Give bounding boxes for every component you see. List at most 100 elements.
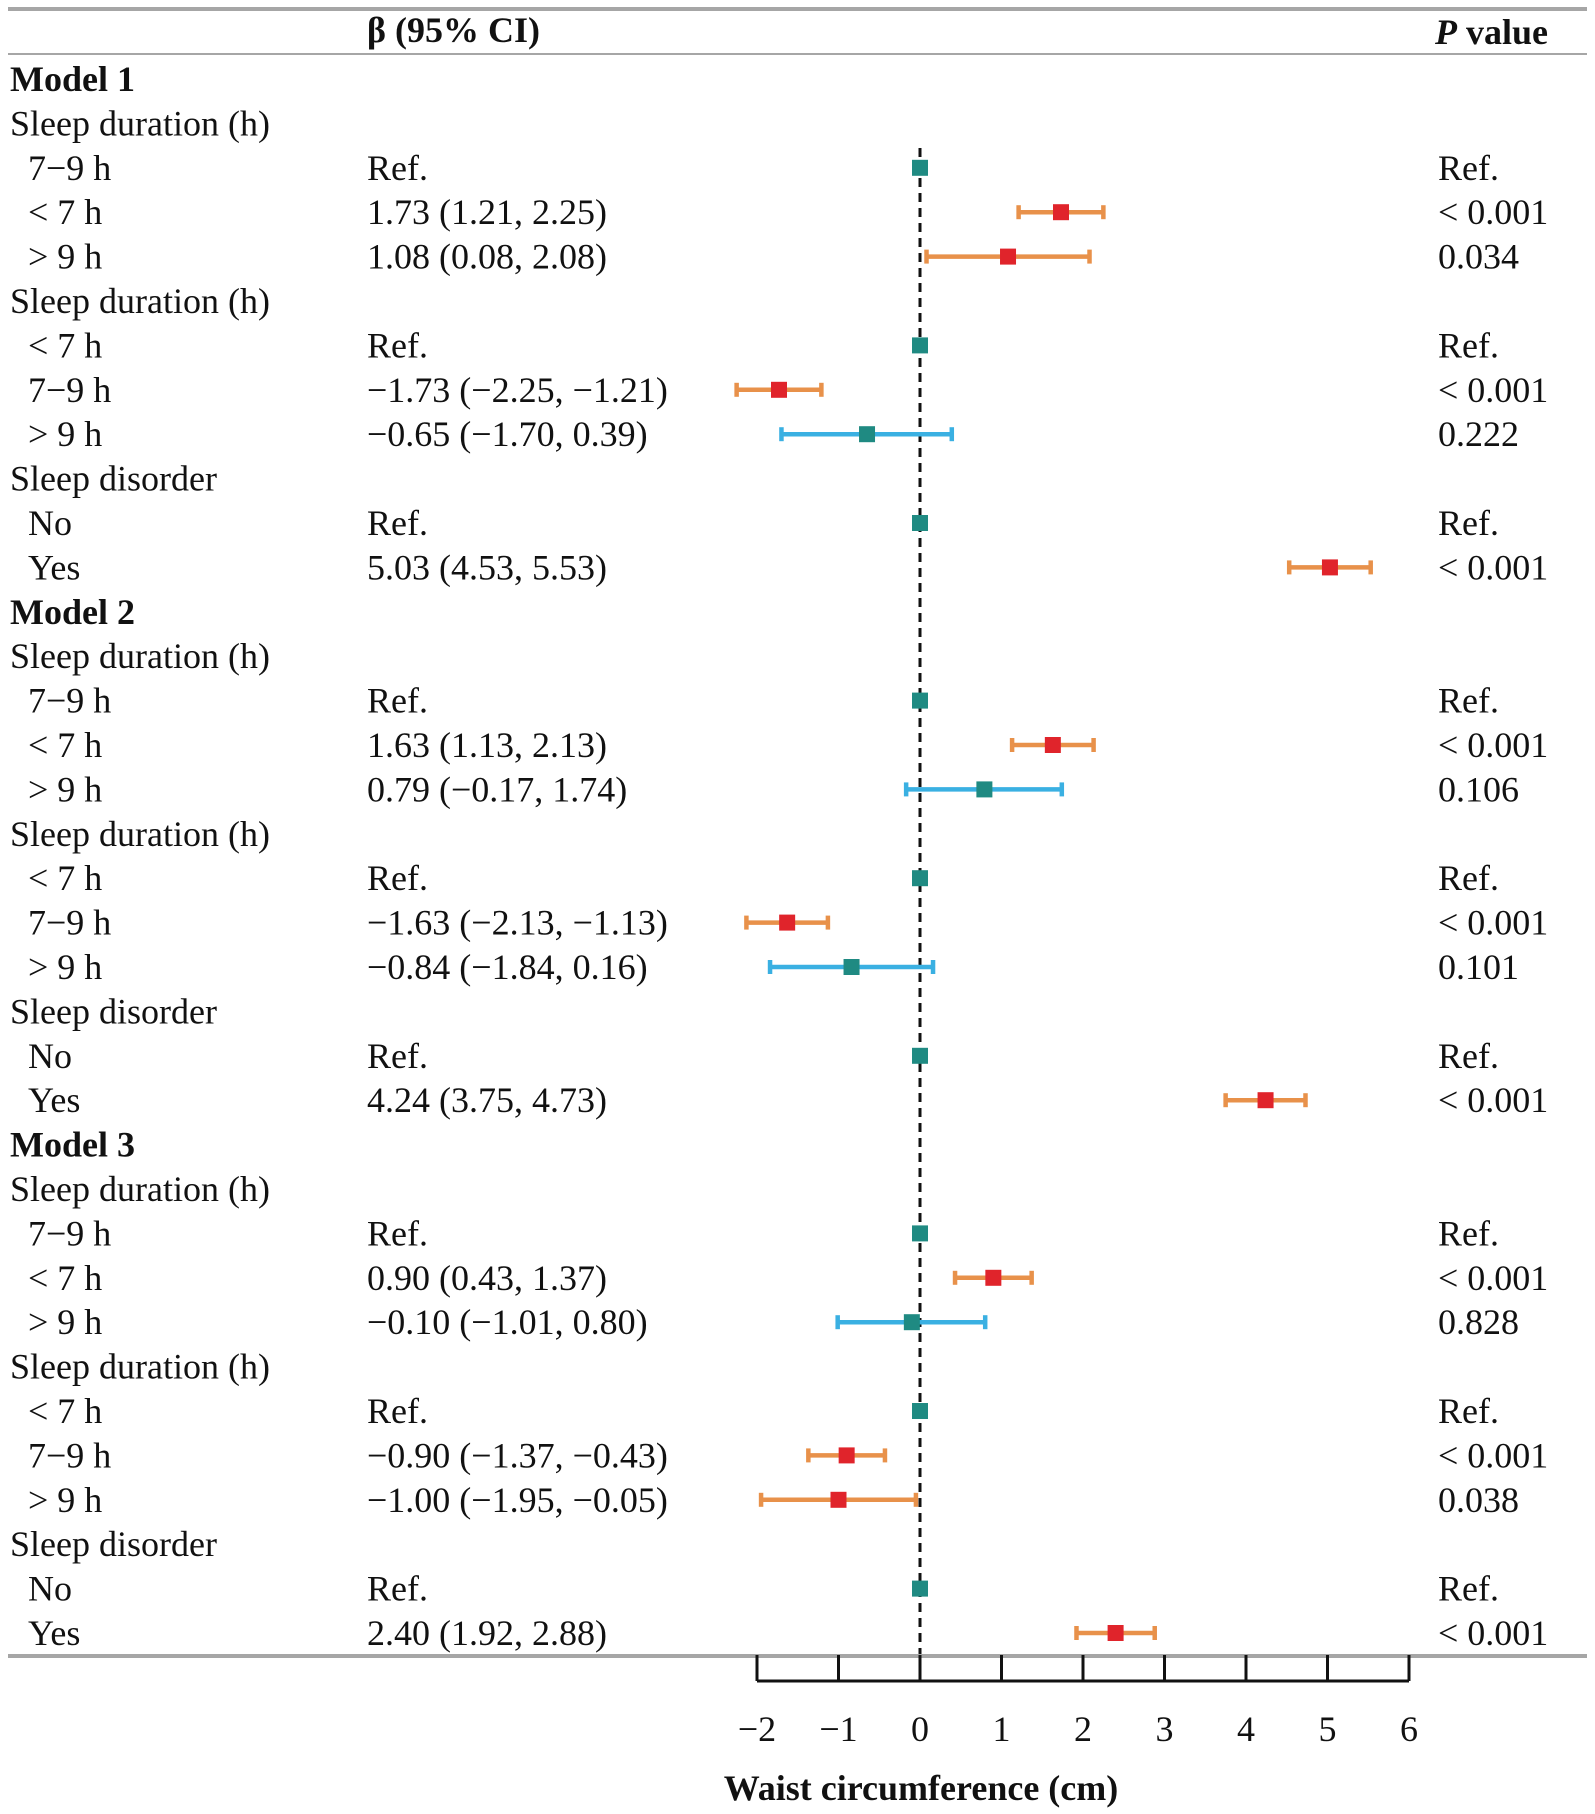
group-label: Sleep disorder — [10, 991, 217, 1031]
model-heading: Model 1 — [10, 59, 135, 99]
estimate-ci-text: Ref. — [367, 325, 428, 365]
row-label: < 7 h — [28, 192, 102, 232]
estimate-ci-text: 5.03 (4.53, 5.53) — [367, 547, 607, 587]
p-value-column-header: P value — [1434, 12, 1548, 52]
row-label: > 9 h — [28, 947, 102, 987]
p-value-text: 0.222 — [1438, 414, 1519, 454]
p-value-text: Ref. — [1438, 681, 1499, 721]
point-estimate — [912, 515, 928, 531]
group-label: Sleep duration (h) — [10, 103, 270, 143]
estimate-ci-text: Ref. — [367, 503, 428, 543]
point-estimate — [1052, 204, 1069, 221]
row-label: No — [28, 1569, 72, 1609]
estimate-ci-text: −1.00 (−1.95, −0.05) — [367, 1480, 668, 1520]
p-value-text: < 0.001 — [1438, 1258, 1548, 1298]
x-tick-label: 3 — [1156, 1709, 1174, 1749]
p-value-text: 0.106 — [1438, 769, 1519, 809]
row-label: 7−9 h — [28, 903, 111, 943]
group-label: Sleep duration (h) — [10, 1169, 270, 1209]
p-value-text: < 0.001 — [1438, 903, 1548, 943]
row-label: 7−9 h — [28, 1213, 111, 1253]
group-label: Sleep duration (h) — [10, 1347, 270, 1387]
p-value-text: < 0.001 — [1438, 1613, 1548, 1653]
plot-marks — [734, 148, 1373, 1654]
point-estimate — [1044, 737, 1061, 753]
row-label: < 7 h — [28, 725, 102, 765]
p-value-text: Ref. — [1438, 1391, 1499, 1431]
estimate-ci-text: Ref. — [367, 1036, 428, 1076]
row-label: > 9 h — [28, 237, 102, 277]
p-value-text: Ref. — [1438, 148, 1499, 188]
estimate-ci-text: Ref. — [367, 858, 428, 898]
model-heading: Model 2 — [10, 592, 135, 632]
estimate-ci-text: Ref. — [367, 1569, 428, 1609]
x-axis-title: Waist circumference (cm) — [724, 1768, 1119, 1808]
p-value-text: 0.038 — [1438, 1480, 1519, 1520]
row-label: > 9 h — [28, 769, 102, 809]
point-estimate — [1321, 559, 1338, 576]
estimate-ci-text: −0.84 (−1.84, 0.16) — [367, 947, 648, 987]
p-value-text: < 0.001 — [1438, 192, 1548, 232]
point-estimate — [912, 337, 928, 354]
row-label: > 9 h — [28, 414, 102, 454]
x-tick-label: 1 — [993, 1709, 1011, 1749]
p-value-text: < 0.001 — [1438, 725, 1548, 765]
point-estimate — [912, 870, 928, 887]
estimate-ci-text: 2.40 (1.92, 2.88) — [367, 1613, 607, 1653]
row-label: < 7 h — [28, 325, 102, 365]
point-estimate — [830, 1491, 847, 1508]
p-value-text: Ref. — [1438, 858, 1499, 898]
point-estimate — [903, 1314, 920, 1331]
row-label: < 7 h — [28, 1258, 102, 1298]
row-label: < 7 h — [28, 1391, 102, 1431]
row-label: Yes — [28, 1613, 80, 1653]
point-estimate — [912, 1047, 928, 1064]
point-estimate — [771, 381, 788, 398]
x-axis: −2 −1 0 1 2 3 4 5 6 — [738, 1655, 1418, 1749]
row-label: 7−9 h — [28, 681, 111, 721]
point-estimate — [859, 426, 876, 443]
point-estimate — [976, 781, 993, 798]
row-label: > 9 h — [28, 1480, 102, 1520]
point-estimate — [912, 1403, 928, 1419]
estimate-ci-text: Ref. — [367, 1391, 428, 1431]
p-value-text: Ref. — [1438, 503, 1499, 543]
p-value-text: Ref. — [1438, 325, 1499, 365]
estimate-ci-text: 4.24 (3.75, 4.73) — [367, 1080, 607, 1120]
estimate-ci-text: −0.10 (−1.01, 0.80) — [367, 1302, 648, 1342]
group-label: Sleep disorder — [10, 459, 217, 499]
estimate-ci-text: −0.90 (−1.37, −0.43) — [367, 1435, 668, 1475]
estimate-ci-text: 1.08 (0.08, 2.08) — [367, 237, 607, 277]
p-value-text: Ref. — [1438, 1036, 1499, 1076]
point-estimate — [912, 1225, 928, 1242]
group-label: Sleep duration (h) — [10, 814, 270, 854]
point-estimate — [779, 914, 796, 931]
estimate-ci-text: −1.73 (−2.25, −1.21) — [367, 370, 668, 410]
point-estimate — [843, 959, 860, 975]
p-value-text: < 0.001 — [1438, 547, 1548, 587]
row-label: 7−9 h — [28, 1435, 111, 1475]
group-label: Sleep disorder — [10, 1524, 217, 1564]
group-label: Sleep duration (h) — [10, 281, 270, 321]
point-estimate — [1107, 1625, 1124, 1641]
estimate-ci-text: Ref. — [367, 1213, 428, 1253]
row-label: Yes — [28, 1080, 80, 1120]
group-label: Sleep duration (h) — [10, 636, 270, 676]
p-value-text: 0.101 — [1438, 947, 1519, 987]
point-estimate — [985, 1269, 1002, 1286]
point-estimate — [1000, 248, 1017, 265]
estimate-ci-text: 0.79 (−0.17, 1.74) — [367, 769, 627, 809]
p-value-text: < 0.001 — [1438, 370, 1548, 410]
row-label: < 7 h — [28, 858, 102, 898]
estimate-ci-text: 1.63 (1.13, 2.13) — [367, 725, 607, 765]
p-value-text: < 0.001 — [1438, 1080, 1548, 1120]
x-tick-label: 4 — [1237, 1709, 1255, 1749]
point-estimate — [838, 1447, 855, 1464]
p-value-text: < 0.001 — [1438, 1435, 1548, 1475]
x-tick-label: 5 — [1319, 1709, 1337, 1749]
model-heading: Model 3 — [10, 1125, 135, 1165]
point-estimate — [912, 159, 928, 176]
row-label: 7−9 h — [28, 148, 111, 188]
